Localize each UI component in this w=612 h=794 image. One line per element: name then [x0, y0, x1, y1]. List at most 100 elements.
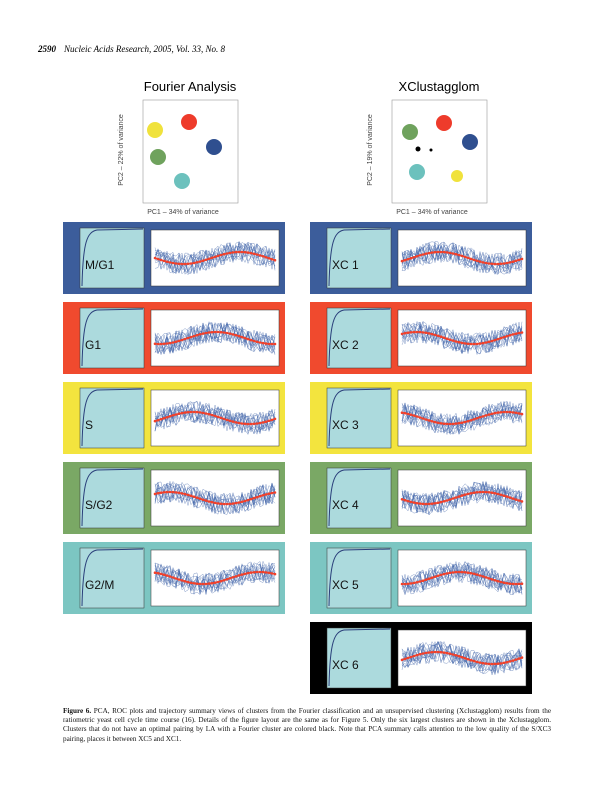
trajectory-line	[154, 562, 276, 596]
cluster-label: XC 1	[332, 258, 359, 272]
trajectory-line	[401, 405, 523, 434]
pca-frame	[391, 99, 488, 204]
trajectory-line	[154, 242, 276, 274]
cluster-label: S	[85, 418, 93, 432]
roc-box	[79, 387, 145, 449]
trajectory-line	[154, 323, 276, 354]
pca-dot	[206, 139, 222, 155]
pca-dot	[415, 146, 421, 152]
trajectory-line	[154, 240, 276, 276]
trajectory-line	[154, 401, 276, 435]
cluster-label: M/G1	[85, 258, 115, 272]
trajectory-line	[401, 644, 523, 670]
pca-dot	[174, 173, 190, 189]
roc-box	[79, 227, 145, 289]
trajectory-line	[154, 403, 276, 430]
trajectory-line	[401, 482, 523, 514]
pca-dot	[402, 124, 418, 140]
trajectory-line	[401, 481, 523, 514]
trajectory-line	[401, 242, 523, 272]
pca-x-label: PC1 – 34% of variance	[396, 209, 468, 216]
trajectory-line	[401, 320, 523, 352]
pca-y-label: PC2 – 22% of variance	[118, 114, 125, 186]
trajectory-line	[154, 563, 276, 595]
pca-y-label: PC2 – 19% of variance	[367, 114, 374, 186]
roc-curve	[328, 468, 391, 527]
pca-x-label: PC1 – 34% of variance	[147, 209, 219, 216]
caption-label: Figure 6.	[63, 707, 92, 715]
trajectory-line	[154, 481, 276, 513]
trajectory-line	[154, 404, 276, 435]
pca-dot	[147, 122, 163, 138]
trajectory-line	[154, 322, 276, 353]
trajectory-line	[401, 641, 523, 671]
cluster-label: XC 3	[332, 418, 359, 432]
mean-line	[401, 331, 523, 345]
roc-curve	[328, 308, 391, 367]
trajectory-line	[401, 563, 523, 596]
trajectory-line	[154, 563, 276, 594]
trajectory-line	[154, 482, 276, 513]
roc-box	[326, 547, 392, 609]
mean-line	[154, 411, 276, 425]
pca-title: XClustagglom	[399, 79, 480, 94]
cluster-label: XC 5	[332, 578, 359, 592]
mean-line	[401, 411, 523, 425]
trajectory-line	[401, 325, 523, 355]
pca-dot	[429, 148, 433, 152]
pca-title: Fourier Analysis	[144, 79, 237, 94]
pca-dot	[150, 149, 166, 165]
roc-curve	[328, 228, 391, 287]
trajectory-line	[401, 483, 523, 511]
mean-line	[154, 331, 275, 345]
mean-line	[154, 571, 276, 585]
mean-line	[154, 251, 276, 265]
trajectory-line	[401, 241, 523, 275]
roc-curve	[328, 388, 391, 447]
mean-line	[401, 491, 523, 505]
roc-box	[79, 467, 145, 529]
roc-box	[79, 547, 145, 609]
cluster-label: S/G2	[85, 498, 113, 512]
pca-dot	[409, 164, 425, 180]
cluster-label: XC 2	[332, 338, 359, 352]
roc-curve	[81, 548, 144, 607]
roc-box	[326, 387, 392, 449]
trajectory-line	[401, 564, 523, 594]
trajectory-line	[154, 322, 276, 355]
trajectory-line	[401, 481, 523, 514]
trajectory-line	[401, 245, 523, 275]
cluster-label: XC 6	[332, 658, 359, 672]
trajectory-line	[154, 242, 276, 274]
mean-line	[402, 571, 523, 585]
trajectory-line	[154, 242, 276, 269]
trajectory-line	[401, 641, 523, 674]
roc-curve	[328, 548, 391, 607]
mean-line	[401, 651, 523, 665]
pca-dot	[181, 114, 197, 130]
mean-line	[154, 491, 276, 505]
running-header: Nucleic Acids Research, 2005, Vol. 33, N…	[63, 44, 225, 54]
roc-curve	[81, 388, 144, 447]
trajectory-line	[401, 242, 523, 272]
trajectory-line	[401, 480, 523, 514]
roc-box	[326, 307, 392, 369]
cluster-label: G2/M	[85, 578, 114, 592]
roc-curve	[81, 308, 144, 367]
trajectory-line	[401, 645, 523, 675]
roc-box	[326, 227, 392, 289]
trajectory-line	[154, 561, 276, 595]
roc-curve	[81, 468, 144, 527]
trajectory-line	[401, 561, 523, 593]
roc-curve	[328, 628, 391, 687]
pca-dot	[462, 134, 478, 150]
trajectory-line	[154, 322, 276, 354]
trajectory-line	[154, 242, 276, 275]
trajectory-line	[401, 563, 523, 594]
roc-box	[79, 307, 145, 369]
roc-curve	[81, 228, 144, 287]
trajectory-line	[154, 562, 276, 593]
trajectory-line	[401, 481, 523, 513]
